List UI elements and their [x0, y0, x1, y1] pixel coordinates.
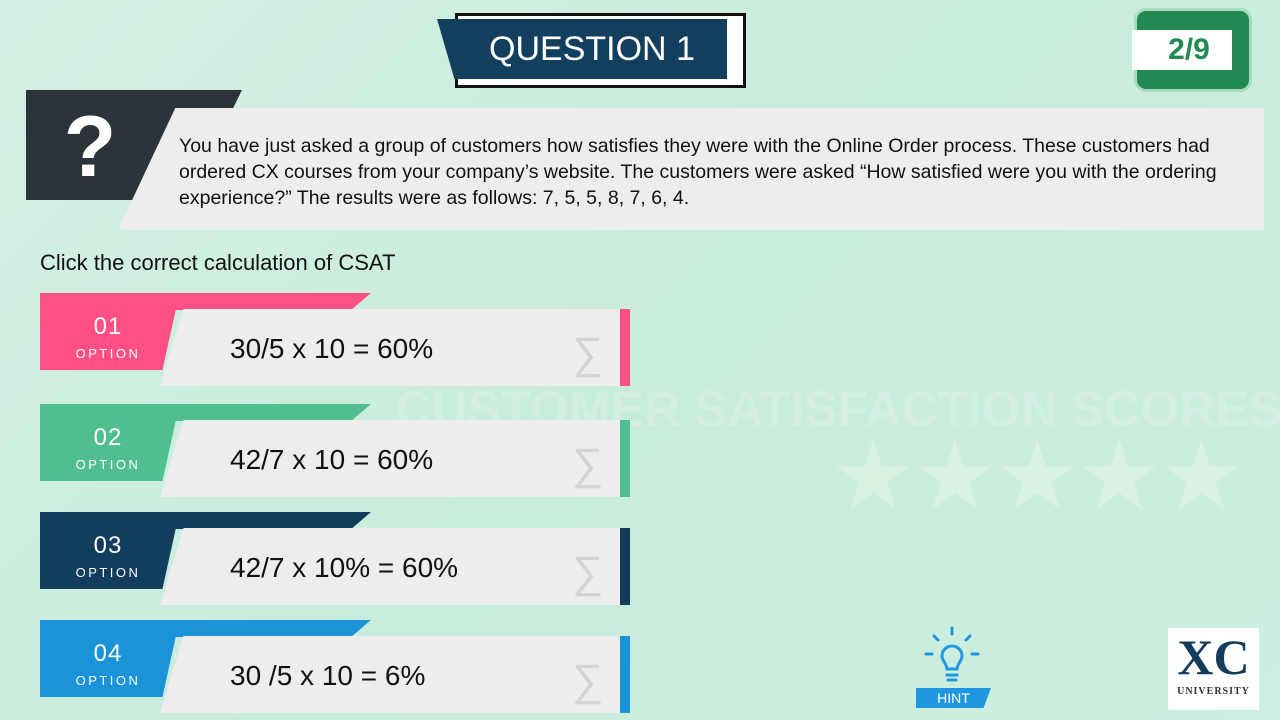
option-answer[interactable]: 42/7 x 10 = 60% [230, 444, 434, 475]
watermark-stars: ★★★★★ [830, 423, 1244, 530]
option-3-button[interactable] [160, 528, 630, 605]
option-accent-bar [620, 636, 630, 713]
question-counter: 2/9 [1132, 30, 1232, 70]
instruction: Click the correct calculation of CSAT [40, 250, 396, 275]
logo-text: UNIVERSITY [1177, 686, 1250, 697]
option-label: OPTION [75, 673, 141, 688]
lightbulb-icon[interactable] [924, 626, 980, 684]
option-number: 01 [93, 313, 123, 340]
question-box [118, 108, 1264, 230]
sigma-icon: ∑ [572, 440, 604, 489]
option-answer[interactable]: 42/7 x 10% = 60% [230, 552, 459, 583]
option-number: 03 [93, 532, 123, 559]
option-accent-bar [620, 528, 630, 605]
question-title: QUESTION 1 [437, 19, 727, 79]
option-2-button[interactable] [160, 420, 630, 497]
option-answer[interactable]: 30 /5 x 10 = 6% [230, 660, 426, 691]
sigma-icon: ∑ [572, 548, 604, 597]
option-label: OPTION [75, 565, 141, 580]
logo-mark: XC [1177, 629, 1250, 685]
option-1-button[interactable] [160, 309, 630, 386]
option-number: 04 [93, 640, 123, 667]
option-accent-bar [620, 420, 630, 497]
question-mark-icon: ? [63, 99, 117, 195]
xc-university-logo: XC UNIVERSITY [1168, 628, 1259, 710]
question-text: You have just asked a group of customers… [179, 135, 1217, 209]
option-accent-bar [620, 309, 630, 386]
option-4-button[interactable] [160, 636, 630, 713]
sigma-icon: ∑ [572, 656, 604, 705]
option-label: OPTION [75, 457, 141, 472]
option-answer[interactable]: 30/5 x 10 = 60% [230, 333, 434, 364]
sigma-icon: ∑ [572, 329, 604, 378]
option-number: 02 [93, 424, 123, 451]
option-label: OPTION [75, 346, 141, 361]
hint-button[interactable]: HINT [916, 688, 991, 708]
